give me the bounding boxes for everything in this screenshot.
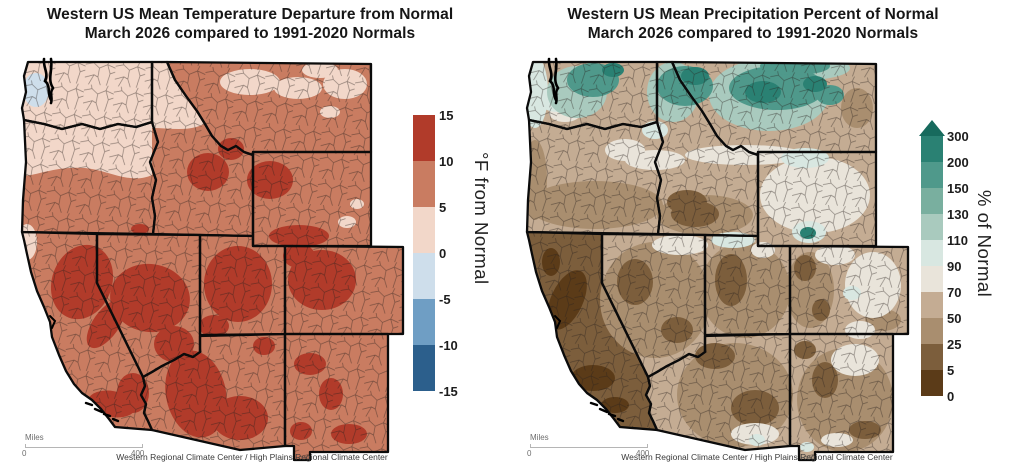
colorbar-segment — [921, 266, 943, 292]
colorbar-tick-label: 300 — [947, 129, 969, 144]
colorbar-segment — [413, 299, 435, 345]
colorbar-tick-label: 15 — [439, 108, 454, 123]
scalebar-units-label: Miles — [530, 433, 549, 442]
colorbar-segment — [921, 136, 943, 162]
colorbar-tick-label: 50 — [947, 311, 962, 326]
colorbar-tick-label: 5 — [439, 200, 447, 215]
scale-bar — [25, 444, 143, 448]
colorbar-tick-label: 0 — [439, 246, 447, 261]
colorbar-tick-label: -15 — [439, 384, 458, 399]
precipitation-title-line1: Western US Mean Precipitation Percent of… — [567, 6, 939, 23]
precipitation-colorbar: 300 200 150 130 110 90 70 50 25 5 0 — [919, 120, 969, 404]
precipitation-colorbar-axis-label: % of Normal — [974, 190, 995, 298]
colorbar-tick-label: 0 — [947, 389, 955, 404]
scalebar-start-value: 0 — [22, 449, 27, 458]
temperature-title: Western US Mean Temperature Departure fr… — [0, 5, 500, 43]
colorbar-tick-label: 70 — [947, 285, 962, 300]
temperature-title-line2: March 2026 compared to 1991-2020 Normals — [84, 25, 416, 42]
temperature-colorbar-axis-label: °F from Normal — [471, 152, 492, 285]
precipitation-title: Western US Mean Precipitation Percent of… — [503, 5, 1003, 43]
scalebar-start-value: 0 — [527, 449, 532, 458]
colorbar-tick-label: 10 — [439, 154, 454, 169]
colorbar-segment — [413, 115, 435, 161]
colorbar-segment — [921, 240, 943, 266]
scale-bar — [530, 444, 648, 448]
colorbar-segment — [413, 207, 435, 253]
colorbar-tick-label: -5 — [439, 292, 451, 307]
scalebar-end-value: 400 — [636, 449, 650, 458]
colorbar-tick-label: -10 — [439, 338, 458, 353]
temperature-map — [20, 57, 405, 462]
precipitation-map — [525, 57, 910, 462]
attribution-text: Western Regional Climate Center / High P… — [621, 452, 893, 462]
colorbar-tick-label: 150 — [947, 181, 969, 196]
colorbar-segment — [413, 345, 435, 391]
colorbar-segment — [921, 344, 943, 370]
colorbar-segment — [413, 253, 435, 299]
colorbar-segment — [921, 214, 943, 240]
colorbar-tick-label: 200 — [947, 155, 969, 170]
colorbar-overflow-arrow — [919, 120, 945, 136]
colorbar-segment — [921, 292, 943, 318]
precipitation-title-line2: March 2026 compared to 1991-2020 Normals — [587, 25, 919, 42]
colorbar-tick-label: 5 — [947, 363, 955, 378]
colorbar-segment — [921, 162, 943, 188]
colorbar-tick-label: 90 — [947, 259, 962, 274]
attribution-text: Western Regional Climate Center / High P… — [116, 452, 388, 462]
colorbar-segment — [413, 161, 435, 207]
scalebar-end-value: 400 — [131, 449, 145, 458]
colorbar-tick-label: 110 — [947, 233, 968, 248]
colorbar-tick-label: 130 — [947, 207, 969, 222]
colorbar-segment — [921, 318, 943, 344]
temperature-title-line1: Western US Mean Temperature Departure fr… — [46, 6, 454, 23]
colorbar-tick-label: 25 — [947, 337, 962, 352]
colorbar-segment — [921, 188, 943, 214]
colorbar-segment — [921, 370, 943, 396]
temperature-colorbar: 15 10 5 0 -5 -10 -15 — [413, 108, 458, 399]
scalebar-units-label: Miles — [25, 433, 44, 442]
